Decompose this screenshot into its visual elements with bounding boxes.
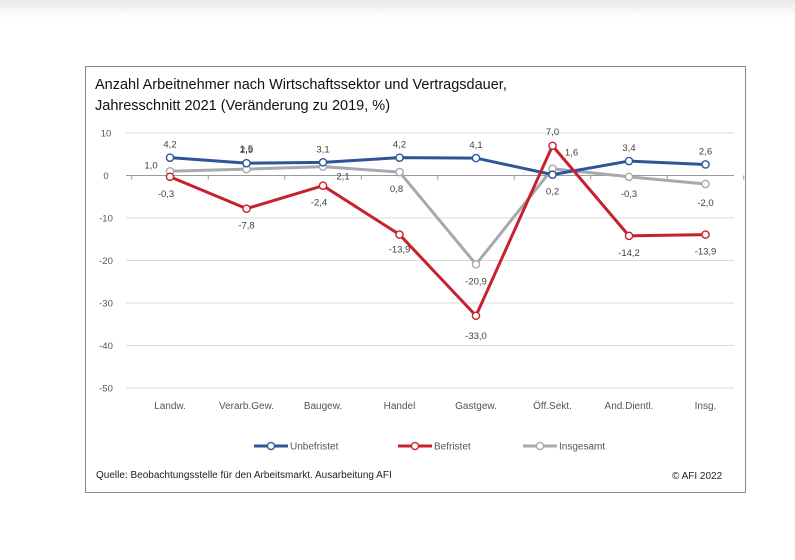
y-tick-label: 10 bbox=[101, 129, 112, 140]
y-tick-label: -20 bbox=[99, 256, 113, 267]
data-point bbox=[701, 230, 710, 239]
data-point bbox=[624, 156, 634, 166]
legend-label: Unbefristet bbox=[290, 442, 339, 453]
series-line-unbefristet bbox=[169, 156, 706, 177]
data-point bbox=[165, 172, 175, 182]
data-point bbox=[701, 160, 710, 169]
x-tick-label: Handel bbox=[384, 401, 416, 412]
data-label: 2,1 bbox=[336, 172, 349, 183]
top-shadow bbox=[0, 0, 795, 18]
chart-title-line-2: Jahresschnitt 2021 (Veränderung zu 2019,… bbox=[95, 98, 391, 114]
data-point bbox=[395, 153, 404, 162]
data-point bbox=[471, 260, 481, 269]
data-label: 4,2 bbox=[163, 140, 176, 151]
y-tick-label: -30 bbox=[99, 299, 113, 310]
x-tick-label: And.Dientl. bbox=[605, 401, 654, 412]
series-line-insgesamt bbox=[169, 165, 706, 266]
data-label: 3,4 bbox=[622, 143, 635, 154]
data-label: -0,3 bbox=[158, 189, 174, 200]
copyright-note: © AFI 2022 bbox=[672, 471, 723, 482]
data-label: 7,0 bbox=[546, 127, 559, 138]
x-tick-label: Baugew. bbox=[304, 401, 342, 412]
source-note: Quelle: Beobachtungsstelle für den Arbei… bbox=[96, 470, 392, 481]
x-tick-label: Gastgew. bbox=[455, 401, 497, 412]
data-label: 4,1 bbox=[469, 140, 482, 151]
data-label: -7,8 bbox=[238, 221, 254, 232]
y-tick-label: -40 bbox=[99, 341, 113, 352]
data-label: -0,3 bbox=[621, 189, 637, 200]
data-label: 2,6 bbox=[699, 146, 712, 157]
data-point bbox=[318, 158, 328, 167]
chart-title-line-1: Anzahl Arbeitnehmer nach Wirtschaftssekt… bbox=[95, 77, 507, 93]
data-point bbox=[624, 172, 634, 182]
chart-title: Anzahl Arbeitnehmer nach Wirtschaftssekt… bbox=[95, 75, 715, 117]
data-label: -13,9 bbox=[695, 247, 717, 258]
legend-marker bbox=[266, 441, 276, 451]
y-tick-label: -50 bbox=[99, 384, 113, 395]
data-label: 0,2 bbox=[546, 187, 559, 198]
x-tick-label: Landw. bbox=[154, 401, 186, 412]
x-tick-label: Öff.Sekt. bbox=[533, 400, 572, 412]
data-label: -13,9 bbox=[389, 245, 411, 256]
data-label: 2,9 bbox=[240, 145, 253, 156]
legend-marker bbox=[535, 441, 545, 451]
data-point bbox=[242, 158, 251, 168]
data-label: -20,9 bbox=[465, 276, 487, 287]
chart-frame bbox=[85, 66, 746, 493]
data-label: -33,0 bbox=[465, 331, 487, 342]
legend-marker bbox=[410, 441, 420, 451]
data-point bbox=[701, 179, 710, 189]
data-label: -2,4 bbox=[311, 198, 327, 209]
legend-label: Insgesamt bbox=[559, 442, 605, 453]
data-point bbox=[318, 181, 328, 190]
data-label: 1,5 bbox=[240, 144, 253, 155]
data-label: -2,0 bbox=[697, 198, 713, 209]
data-point bbox=[624, 231, 634, 241]
y-tick-label: 0 bbox=[103, 171, 108, 182]
y-tick-label: -10 bbox=[99, 214, 113, 225]
x-tick-label: Insg. bbox=[695, 401, 717, 412]
x-tick-label: Verarb.Gew. bbox=[219, 401, 274, 412]
data-label: 4,2 bbox=[393, 140, 406, 151]
data-point bbox=[548, 141, 557, 151]
data-label: -14,2 bbox=[618, 248, 640, 259]
legend-label: Befristet bbox=[434, 442, 471, 453]
data-point bbox=[242, 204, 251, 213]
data-point bbox=[395, 167, 404, 177]
data-point bbox=[471, 153, 481, 163]
data-label: 1,0 bbox=[144, 160, 157, 171]
data-label: 1,6 bbox=[565, 148, 578, 159]
data-point bbox=[395, 230, 404, 239]
data-point bbox=[548, 170, 557, 179]
data-point bbox=[471, 311, 481, 321]
data-label: 3,1 bbox=[316, 144, 329, 155]
series-line-befristet bbox=[169, 144, 706, 318]
data-label: 0,8 bbox=[390, 184, 403, 195]
data-point bbox=[165, 153, 175, 162]
